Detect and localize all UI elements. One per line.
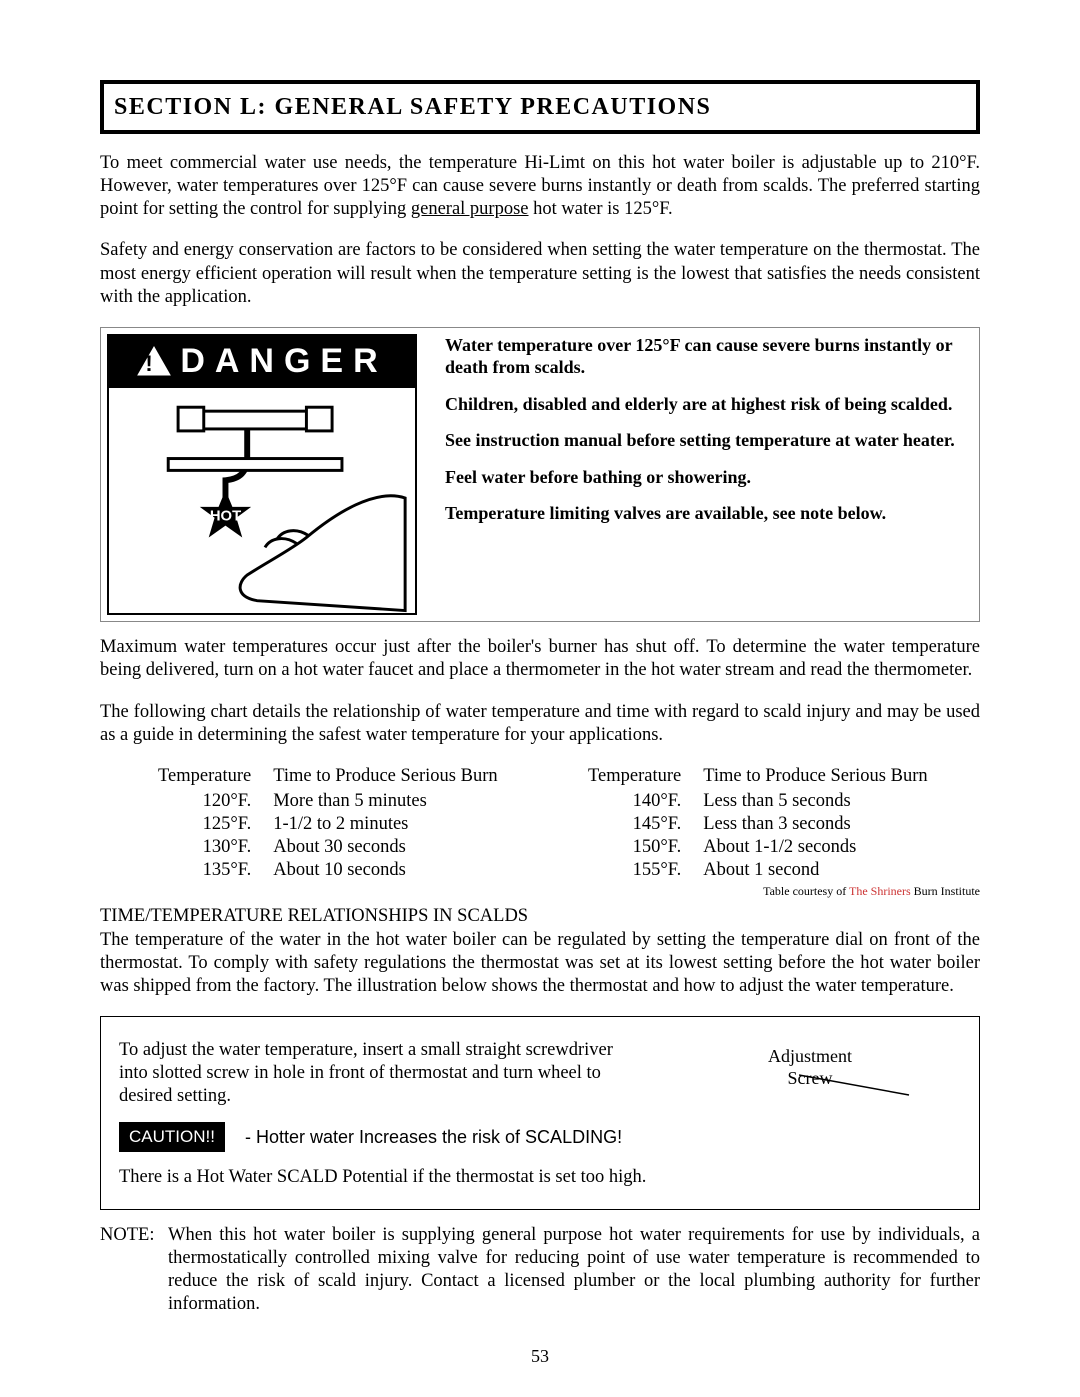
table-row: 125°F.1-1/2 to 2 minutes — [150, 813, 512, 836]
col-time: Time to Produce Serious Burn — [695, 765, 941, 790]
page-number: 53 — [0, 1345, 1080, 1368]
table-credit: Table courtesy of The Shriners Burn Inst… — [100, 884, 980, 899]
note: NOTE: When this hot water boiler is supp… — [100, 1224, 980, 1317]
caution-text: - Hotter water Increases the risk of SCA… — [245, 1126, 622, 1149]
danger-banner: ! DANGER — [107, 334, 417, 389]
caution-row: CAUTION!! - Hotter water Increases the r… — [119, 1122, 961, 1151]
table-row: 120°F.More than 5 minutes — [150, 790, 512, 813]
intro-p1b: hot water is 125°F. — [529, 199, 673, 219]
intro-p1: To meet commercial water use needs, the … — [100, 152, 980, 221]
credit-post: Burn Institute — [911, 884, 980, 898]
danger-warning-5: Temperature limiting valves are availabl… — [445, 502, 973, 525]
thermo-intro: The temperature of the water in the hot … — [100, 929, 980, 998]
credit-pre: Table courtesy of — [763, 884, 849, 898]
arrow-icon — [799, 1069, 919, 1099]
table-row: 145°F.Less than 3 seconds — [580, 813, 942, 836]
caution-badge: CAUTION!! — [119, 1122, 225, 1151]
table-header-row: Temperature Time to Produce Serious Burn — [150, 765, 512, 790]
danger-box: ! DANGER HOT — [100, 327, 980, 623]
col-time: Time to Produce Serious Burn — [265, 765, 511, 790]
danger-illustration: HOT — [107, 388, 417, 615]
table-row: 135°F.About 10 seconds — [150, 859, 512, 882]
after-danger-p2: The following chart details the relation… — [100, 701, 980, 747]
page: SECTION L: GENERAL SAFETY PRECAUTIONS To… — [0, 0, 1080, 1397]
thermo-diagram: Adjustment Screw — [659, 1039, 961, 1090]
intro-p2: Safety and energy conservation are facto… — [100, 239, 980, 308]
table-row: 140°F.Less than 5 seconds — [580, 790, 942, 813]
note-label: NOTE: — [100, 1224, 168, 1317]
svg-text:!: ! — [146, 351, 163, 376]
credit-red: The Shriners — [849, 884, 911, 898]
danger-warning-2: Children, disabled and elderly are at hi… — [445, 393, 973, 416]
danger-warning-4: Feel water before bathing or showering. — [445, 466, 973, 489]
danger-warning-1: Water temperature over 125°F can cause s… — [445, 334, 973, 379]
danger-warnings: Water temperature over 125°F can cause s… — [445, 334, 973, 539]
table-row: 150°F.About 1-1/2 seconds — [580, 836, 942, 859]
subheading: TIME/TEMPERATURE RELATIONSHIPS IN SCALDS — [100, 905, 980, 928]
col-temp: Temperature — [150, 765, 265, 790]
table-header-row: Temperature Time to Produce Serious Burn — [580, 765, 942, 790]
adjustment-label-1: Adjustment — [768, 1046, 852, 1066]
danger-banner-text: DANGER — [180, 340, 387, 383]
section-header: SECTION L: GENERAL SAFETY PRECAUTIONS — [100, 80, 980, 134]
intro-underlined: general purpose — [411, 199, 529, 219]
table-row: 130°F.About 30 seconds — [150, 836, 512, 859]
danger-graphic: ! DANGER HOT — [107, 334, 417, 616]
thermostat-box: To adjust the water temperature, insert … — [100, 1016, 980, 1210]
danger-warning-3: See instruction manual before setting te… — [445, 429, 973, 452]
scald-tables: Temperature Time to Produce Serious Burn… — [150, 765, 980, 883]
thermo-closing: There is a Hot Water SCALD Potential if … — [119, 1166, 961, 1189]
warning-triangle-icon: ! — [136, 345, 172, 377]
col-temp: Temperature — [580, 765, 695, 790]
hot-label: HOT — [210, 509, 241, 525]
after-danger-p1: Maximum water temperatures occur just af… — [100, 636, 980, 682]
table-row: 155°F.About 1 second — [580, 859, 942, 882]
thermo-instruction: To adjust the water temperature, insert … — [119, 1039, 619, 1108]
scald-table-left: Temperature Time to Produce Serious Burn… — [150, 765, 550, 883]
scald-table-right: Temperature Time to Produce Serious Burn… — [580, 765, 980, 883]
note-body: When this hot water boiler is supplying … — [168, 1224, 980, 1317]
